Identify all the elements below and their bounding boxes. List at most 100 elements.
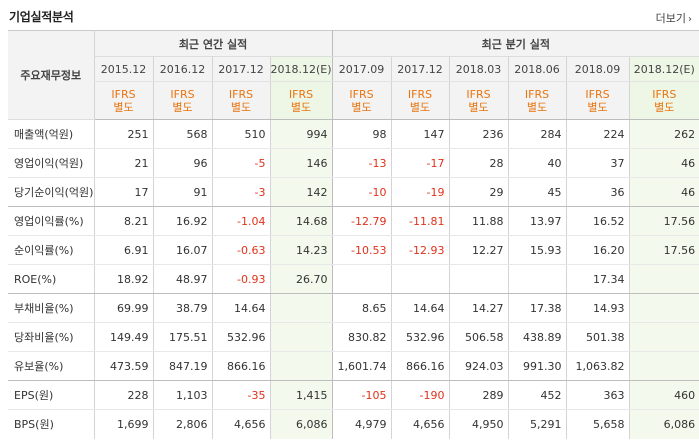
data-cell: 147 [390, 119, 450, 149]
table-body: 매출액(억원) 251 568 510 994 98 147 236 284 224 262 영업이익… [8, 119, 699, 439]
data-cell: 14.64 [211, 293, 270, 323]
data-cell: 26.70 [269, 264, 333, 294]
data-cell: 16.07 [152, 235, 212, 265]
data-cell: 14.68 [269, 206, 333, 236]
data-cell: 14.23 [269, 235, 333, 265]
data-cell: -0.93 [211, 264, 270, 294]
more-link[interactable]: 더보기 › [656, 10, 692, 26]
data-cell: 991.30 [507, 351, 567, 381]
period-header: 2016.12 [152, 56, 212, 82]
data-cell: 4,979 [331, 409, 392, 439]
data-cell: 4,656 [211, 409, 270, 439]
data-cell: 21 [93, 148, 153, 178]
row-label: 매출액(억원) [8, 119, 94, 149]
period-header: 2018.12(E) [269, 56, 333, 82]
data-cell: 17.56 [628, 206, 699, 236]
data-cell: -35 [211, 380, 270, 410]
data-cell: 40 [507, 148, 567, 178]
accounting-standard: IFRS 별도 [211, 81, 270, 120]
row-label: 당좌비율(%) [8, 322, 94, 352]
data-cell: 45 [507, 177, 567, 207]
data-cell: 98 [331, 119, 392, 149]
data-cell: 438.89 [507, 322, 567, 352]
data-cell: 17.38 [507, 293, 567, 323]
accounting-scope: 별도 [526, 100, 548, 114]
data-cell: 866.16 [211, 351, 270, 381]
accounting-type: IFRS [585, 87, 610, 101]
data-cell: -11.81 [390, 206, 450, 236]
data-cell: -17 [390, 148, 450, 178]
data-cell: -10.53 [331, 235, 392, 265]
table-row: BPS(원) 1,699 2,806 4,656 6,086 4,979 4,656 4,95… [8, 409, 699, 439]
data-cell: 847.19 [152, 351, 212, 381]
accounting-standard: IFRS 별도 [448, 81, 509, 120]
data-cell: 1,415 [269, 380, 333, 410]
data-cell: 17.56 [628, 235, 699, 265]
data-cell: -12.93 [390, 235, 450, 265]
data-cell: 5,291 [507, 409, 567, 439]
table-row: 당기순이익(억원) 17 91 -3 142 -10 -19 29 45 36 46 [8, 177, 699, 207]
data-cell: 363 [565, 380, 630, 410]
data-cell [507, 264, 567, 294]
data-cell: -1.04 [211, 206, 270, 236]
accounting-scope: 별도 [172, 100, 193, 114]
data-cell [628, 293, 699, 323]
group-annual: 최근 연간 실적 [93, 30, 333, 57]
accounting-standard: IFRS 별도 [269, 81, 333, 120]
data-cell: 532.96 [211, 322, 270, 352]
row-label: 부채비율(%) [8, 293, 94, 323]
data-cell: 11.88 [448, 206, 509, 236]
data-cell: 12.27 [448, 235, 509, 265]
data-cell: 228 [93, 380, 153, 410]
data-cell: -5 [211, 148, 270, 178]
period-header: 2018.12(E) [628, 56, 699, 82]
period-header: 2017.09 [331, 56, 392, 82]
accounting-standard: IFRS 별도 [331, 81, 392, 120]
data-cell [331, 264, 392, 294]
table-row: ROE(%) 18.92 48.97 -0.93 26.70 17.34 [8, 264, 699, 294]
data-cell: 4,656 [390, 409, 450, 439]
data-cell: 46 [628, 177, 699, 207]
accounting-type: IFRS [652, 87, 677, 101]
accounting-standard: IFRS 별도 [628, 81, 699, 120]
row-label: 영업이익률(%) [8, 206, 94, 236]
accounting-standard: IFRS 별도 [390, 81, 450, 120]
accounting-standard: IFRS 별도 [565, 81, 630, 120]
accounting-type: IFRS [170, 87, 195, 101]
financial-summary-table: 주요재무정보 최근 연간 실적 최근 분기 실적 2015.12 2016.12 2… [8, 30, 699, 439]
data-cell: 1,103 [152, 380, 212, 410]
row-label: 당기순이익(억원) [8, 177, 94, 207]
data-cell: 38.79 [152, 293, 212, 323]
data-cell: 13.97 [507, 206, 567, 236]
table-row: 영업이익(억원) 21 96 -5 146 -13 -17 28 40 37 46 [8, 148, 699, 178]
group-quarterly: 최근 분기 실적 [331, 30, 699, 57]
period-header: 2017.12 [211, 56, 270, 82]
table-head: 주요재무정보 최근 연간 실적 최근 분기 실적 2015.12 2016.12 2… [8, 30, 699, 120]
row-label: EPS(원) [8, 380, 94, 410]
data-cell: 175.51 [152, 322, 212, 352]
accounting-standard: IFRS 별도 [93, 81, 153, 120]
data-cell: 14.93 [565, 293, 630, 323]
accounting-scope: 별도 [290, 100, 312, 114]
period-header: 2015.12 [93, 56, 153, 82]
data-cell: 28 [448, 148, 509, 178]
data-cell: 510 [211, 119, 270, 149]
data-cell: 96 [152, 148, 212, 178]
data-cell [448, 264, 509, 294]
data-cell: 501.38 [565, 322, 630, 352]
data-cell: -3 [211, 177, 270, 207]
data-cell: 568 [152, 119, 212, 149]
data-cell [269, 293, 333, 323]
section-header: 기업실적분석 더보기 › [0, 0, 699, 30]
data-cell: 452 [507, 380, 567, 410]
data-cell: 866.16 [390, 351, 450, 381]
data-cell: -105 [331, 380, 392, 410]
accounting-scope: 별도 [351, 100, 372, 114]
table-row: 유보율(%) 473.59 847.19 866.16 1,601.74 866.16 92… [8, 351, 699, 381]
data-cell: 262 [628, 119, 699, 149]
accounting-scope: 별도 [587, 100, 608, 114]
data-cell: 69.99 [93, 293, 153, 323]
data-cell [628, 351, 699, 381]
row-label: 유보율(%) [8, 351, 94, 381]
data-cell: -13 [331, 148, 392, 178]
